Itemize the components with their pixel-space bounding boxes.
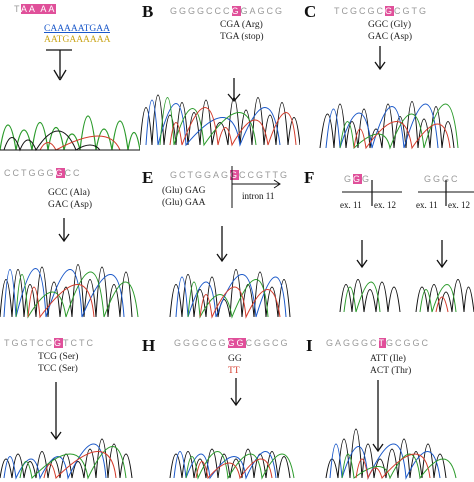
panel-i-codon-line-1: ATT (Ile)	[370, 354, 406, 364]
panel-c-sequence-header: TCGCGCGCGTG	[334, 6, 429, 16]
panel-d-codon-line-2: GAC (Asp)	[48, 200, 93, 210]
panel-g-chromatogram	[0, 382, 133, 480]
panel-f: F GGG GGGC ex. 11 ex. 12 ex. 11 ex. 12	[300, 162, 474, 322]
panel-h-sequence-header: GGGCGGGGCGGCG	[174, 338, 290, 348]
panel-d-chromatogram	[0, 218, 139, 319]
panel-h: H GGGCGGGGCGGCG GG TT	[140, 330, 300, 482]
panel-b-sequence-header: GGGGCCCGGAGCG	[170, 6, 285, 16]
panel-e-sequence-header: GCTGGAGGCCGTTG	[170, 170, 290, 180]
panel-e: E GCTGGAGGCCGTTG (Glu) GAG (Glu) GAA int…	[140, 162, 300, 322]
panel-e-intron-label: intron 11	[242, 191, 275, 201]
panel-f-sequence-header-left: GGG	[344, 174, 372, 184]
panel-e-chromatogram	[169, 166, 291, 319]
panel-f-exon-12-left: ex. 12	[374, 200, 396, 210]
panel-f-exon-11-left: ex. 11	[340, 200, 362, 210]
panel-g-sequence-header: TGGTCCGTCTC	[4, 338, 96, 348]
panel-i-codon-line-2: ACT (Thr)	[370, 366, 412, 376]
panel-a-chromatogram	[0, 49, 140, 152]
panel-g-codon-line-1: TCG (Ser)	[38, 352, 79, 362]
panel-i-sequence-header: GAGGGCTGCGGC	[326, 338, 431, 348]
panel-b-chromatogram	[140, 78, 300, 147]
panel-c-letter: C	[304, 2, 317, 21]
panel-i: I GAGGGCTGCGGC ATT (Ile) ACT (Thr)	[300, 330, 474, 482]
panel-c-codon-line-2: GAC (Asp)	[368, 32, 413, 42]
panel-e-codon-line-1: (Glu) GAG	[162, 186, 206, 196]
panel-i-letter: I	[306, 336, 313, 355]
panel-g-codon-line-2: TCC (Ser)	[38, 364, 78, 374]
panel-c-codon-line-1: GGC (Gly)	[368, 20, 412, 30]
panel-b-codon-line-2: TGA (stop)	[220, 32, 264, 42]
panel-d-sequence-header: CCTGGGGCC	[4, 168, 82, 178]
panel-h-chromatogram	[169, 378, 295, 480]
panel-b-letter: B	[142, 2, 154, 21]
panel-g: TGGTCCGTCTC TCG (Ser) TCC (Ser)	[0, 330, 140, 482]
panel-c-chromatogram	[319, 46, 459, 150]
panel-b: B GGGGCCCGGAGCG CGA (Arg) TGA (stop)	[140, 0, 300, 155]
panel-i-chromatogram	[325, 380, 457, 480]
panel-h-codon-line-1: GG	[228, 354, 242, 364]
panel-e-codon-line-2: (Glu) GAA	[162, 198, 206, 208]
panel-d-codon-line-1: GCC (Ala)	[48, 188, 90, 198]
panel-a-sequence-header: TAA AA	[14, 4, 57, 14]
panel-f-chromatogram	[339, 180, 474, 313]
panel-d: CCTGGGGCC GCC (Ala) GAC (Asp)	[0, 162, 140, 322]
panel-e-letter: E	[142, 168, 154, 187]
panel-f-exon-11-right: ex. 11	[416, 200, 438, 210]
panel-h-codon-line-2: TT	[228, 366, 240, 376]
panel-f-exon-12-right: ex. 12	[448, 200, 470, 210]
panel-b-codon-line-1: CGA (Arg)	[220, 20, 263, 30]
panel-a: TAA AA CAAAAATGAA AATGAAAAAA	[0, 0, 140, 155]
panel-f-sequence-header-right: GGGC	[424, 174, 460, 184]
panel-a-codon-line-2: AATGAAAAAA	[44, 35, 111, 45]
panel-f-letter: F	[304, 168, 315, 187]
panel-c: C TCGCGCGCGTG GGC (Gly) GAC (Asp)	[300, 0, 474, 155]
panel-a-codon-line-1: CAAAAATGAA	[44, 24, 110, 34]
panel-h-letter: H	[142, 336, 156, 355]
